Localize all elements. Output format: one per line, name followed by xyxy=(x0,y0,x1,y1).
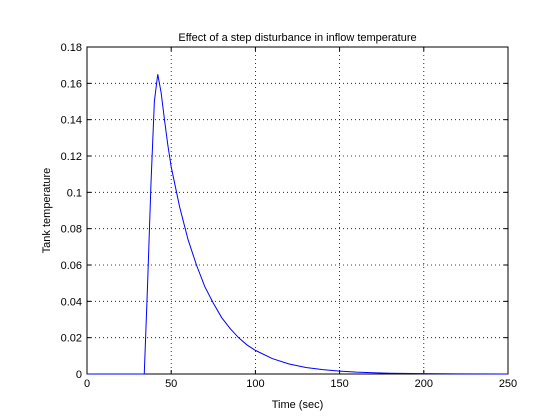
y-tick-label: 0.18 xyxy=(61,42,82,54)
y-tick-label: 0.02 xyxy=(61,333,82,345)
y-axis-label: Tank temperature xyxy=(41,168,53,254)
x-tick-label: 150 xyxy=(330,378,348,390)
plot-frame xyxy=(86,46,509,375)
series-line xyxy=(87,74,509,375)
y-tick-label: 0.08 xyxy=(61,224,82,236)
x-tick-label: 250 xyxy=(499,378,517,390)
y-tick-label: 0.16 xyxy=(61,78,82,90)
x-axis-label: Time (sec) xyxy=(272,399,324,411)
x-tick-label: 200 xyxy=(415,378,433,390)
axis-ticks: 0 50 100 150 200 250 0 0.02 0.04 0.06 0.08 0.1 0.12 0… xyxy=(61,42,518,390)
y-tick-label: 0.06 xyxy=(61,260,82,272)
y-tick-label: 0.14 xyxy=(61,115,82,127)
series-layer xyxy=(87,74,509,375)
chart-title: Effect of a step disturbance in inflow t… xyxy=(178,32,416,44)
y-tick-label: 0 xyxy=(76,369,82,381)
grid xyxy=(87,47,508,374)
x-tick-label: 0 xyxy=(84,378,90,390)
x-tick-label: 50 xyxy=(165,378,177,390)
y-tick-label: 0.04 xyxy=(61,296,82,308)
y-tick-label: 0.1 xyxy=(67,187,82,199)
y-tick-label: 0.12 xyxy=(61,151,82,163)
x-tick-label: 100 xyxy=(246,378,264,390)
